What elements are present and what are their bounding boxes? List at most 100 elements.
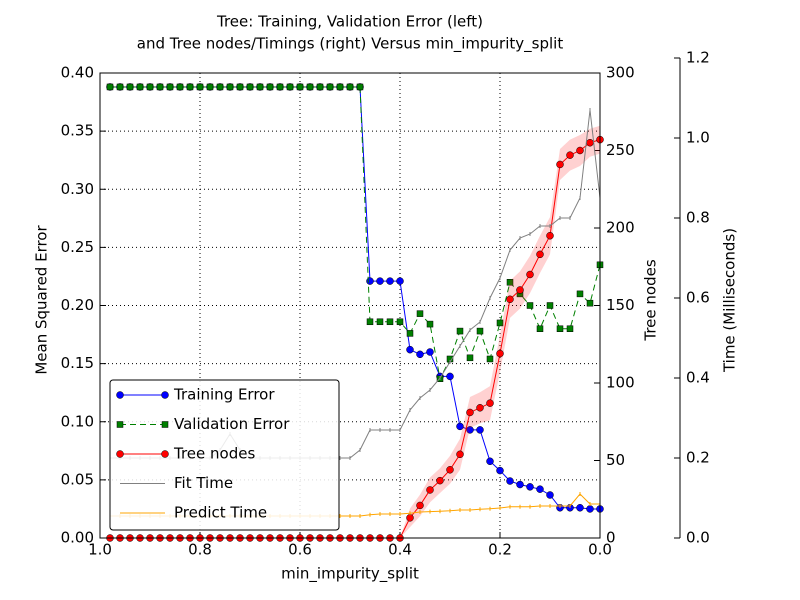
point [476,426,484,434]
point [486,399,494,407]
legend-box [109,379,340,531]
point [266,83,274,91]
point [316,83,324,91]
y2-tick-label: 0 [606,529,616,547]
point [416,350,424,359]
y-tick-label: 0.30 [61,180,94,198]
point [516,480,524,489]
y-tick-label: 0.35 [61,122,94,140]
x-tick-label: 0.0 [588,541,612,559]
point [136,83,144,91]
point [406,514,414,522]
point [456,422,464,431]
y3-tick-label: 0.6 [686,289,710,307]
point [556,325,564,332]
point [466,408,474,417]
point [386,277,394,285]
y-tick-label: 0.20 [61,296,94,314]
legend-marker [161,391,169,399]
legend-marker [116,391,124,399]
y-tick-label: 0.10 [61,412,94,430]
point [166,83,174,91]
point [366,277,374,285]
point [156,83,164,91]
x-tick-label: 1.0 [88,541,112,559]
point [286,83,294,91]
point [446,372,454,381]
error-band [110,125,600,538]
point [196,83,204,91]
chart-title: Tree: Training, Validation Error (left) [216,13,483,31]
y2-tick-label: 200 [606,219,635,237]
point [586,299,594,307]
y2-tick-label: 150 [606,296,635,314]
point [526,483,534,491]
legend-label: Fit Time [174,474,233,492]
point [586,139,594,147]
plot-frame [99,72,601,539]
legend-label: Tree nodes [173,445,255,463]
point [536,250,544,259]
y2-tick-label: 250 [606,141,635,159]
point [546,491,554,499]
point [506,279,514,286]
point [376,277,384,285]
point [396,277,404,285]
point [406,345,414,354]
legend-marker [161,450,169,458]
point [516,286,524,294]
point [236,83,244,91]
point [416,310,424,317]
y2-tick-label: 50 [606,451,625,469]
point [386,318,394,326]
point [476,327,484,335]
y2-tick-label: 300 [606,64,635,82]
point [246,83,254,91]
point [226,83,234,91]
point [306,83,314,91]
point [206,83,214,91]
legend-marker [161,421,169,428]
point [496,466,504,475]
point [426,348,434,356]
point [486,355,494,363]
point [506,477,514,485]
point [126,83,134,91]
point [216,83,224,91]
point [426,486,434,494]
y2-axis-label: Tree nodes [642,259,660,341]
x-tick-label: 0.6 [288,541,312,559]
point [356,83,364,91]
point [106,83,114,91]
point [486,457,494,466]
point [526,302,534,309]
point [326,83,334,91]
y-tick-label: 0.25 [61,238,94,256]
point [546,232,554,240]
legend-label: Training Error [173,386,275,404]
y-tick-label: 0.40 [61,64,94,82]
point [366,318,374,326]
x-tick-label: 0.4 [388,541,412,559]
y3-tick-label: 0.4 [686,369,710,387]
point [296,83,304,91]
point [396,318,404,326]
y3-tick-label: 1.0 [686,129,710,147]
point [256,83,264,91]
point [176,83,184,91]
point [146,83,154,91]
y3-tick-label: 1.2 [686,49,710,67]
point [566,325,574,332]
point [466,354,474,362]
point [456,450,464,459]
point [536,485,544,493]
point [186,83,194,91]
chart-title: and Tree nodes/Timings (right) Versus mi… [137,35,564,54]
point [576,146,584,155]
point [456,327,464,335]
x-tick-label: 0.2 [488,541,512,559]
legend-marker [116,450,124,458]
point [496,319,504,327]
point [376,318,384,326]
